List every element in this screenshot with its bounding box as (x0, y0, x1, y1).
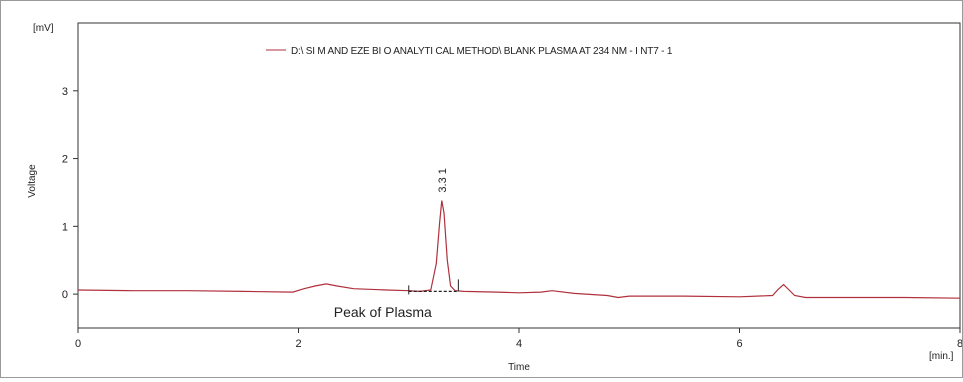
y-tick-label: 1 (62, 221, 68, 233)
y-tick-label: 0 (62, 289, 68, 301)
y-tick-label: 3 (62, 86, 68, 98)
plot-frame (77, 22, 961, 329)
annotation-text: Peak of Plasma (334, 304, 432, 320)
x-axis-label: Time (508, 362, 530, 373)
y-axis-unit: [mV] (33, 23, 54, 34)
annotation-layer: 3.3 1 Peak of Plasma (334, 168, 459, 320)
plot-area (77, 22, 961, 329)
x-tick-label: 0 (75, 338, 81, 350)
x-axis-unit: [min.] (929, 351, 954, 362)
x-tick-label: 4 (516, 338, 522, 350)
x-tick-label: 8 (957, 338, 962, 350)
peak-label: 3.3 1 (437, 168, 449, 192)
x-tick-label: 2 (295, 338, 301, 350)
legend-entry: D:\ SI M AND EZE BI O ANALYTI CAL METHOD… (291, 46, 673, 57)
y-tick-label: 2 (62, 154, 68, 166)
y-axis-label: Voltage (27, 164, 38, 198)
x-tick-label: 6 (736, 338, 742, 350)
series-layer (77, 200, 961, 299)
series-line (77, 200, 961, 299)
legend: D:\ SI M AND EZE BI O ANALYTI CAL METHOD… (266, 46, 673, 57)
axes: 0 2 4 6 8 0 1 2 3 (62, 86, 963, 350)
